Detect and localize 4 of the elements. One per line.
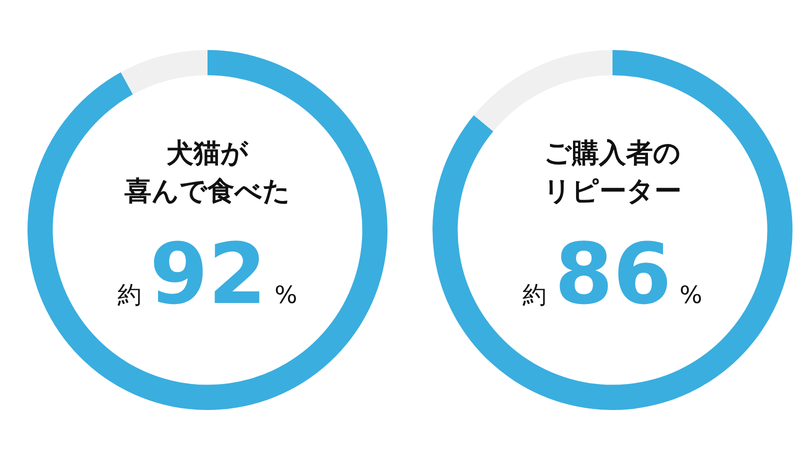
text: ご購入者の xyxy=(543,137,682,171)
text: 喜んで食べた xyxy=(124,175,292,209)
text: 犬猫が xyxy=(166,137,250,171)
text: リピーター xyxy=(542,175,682,209)
